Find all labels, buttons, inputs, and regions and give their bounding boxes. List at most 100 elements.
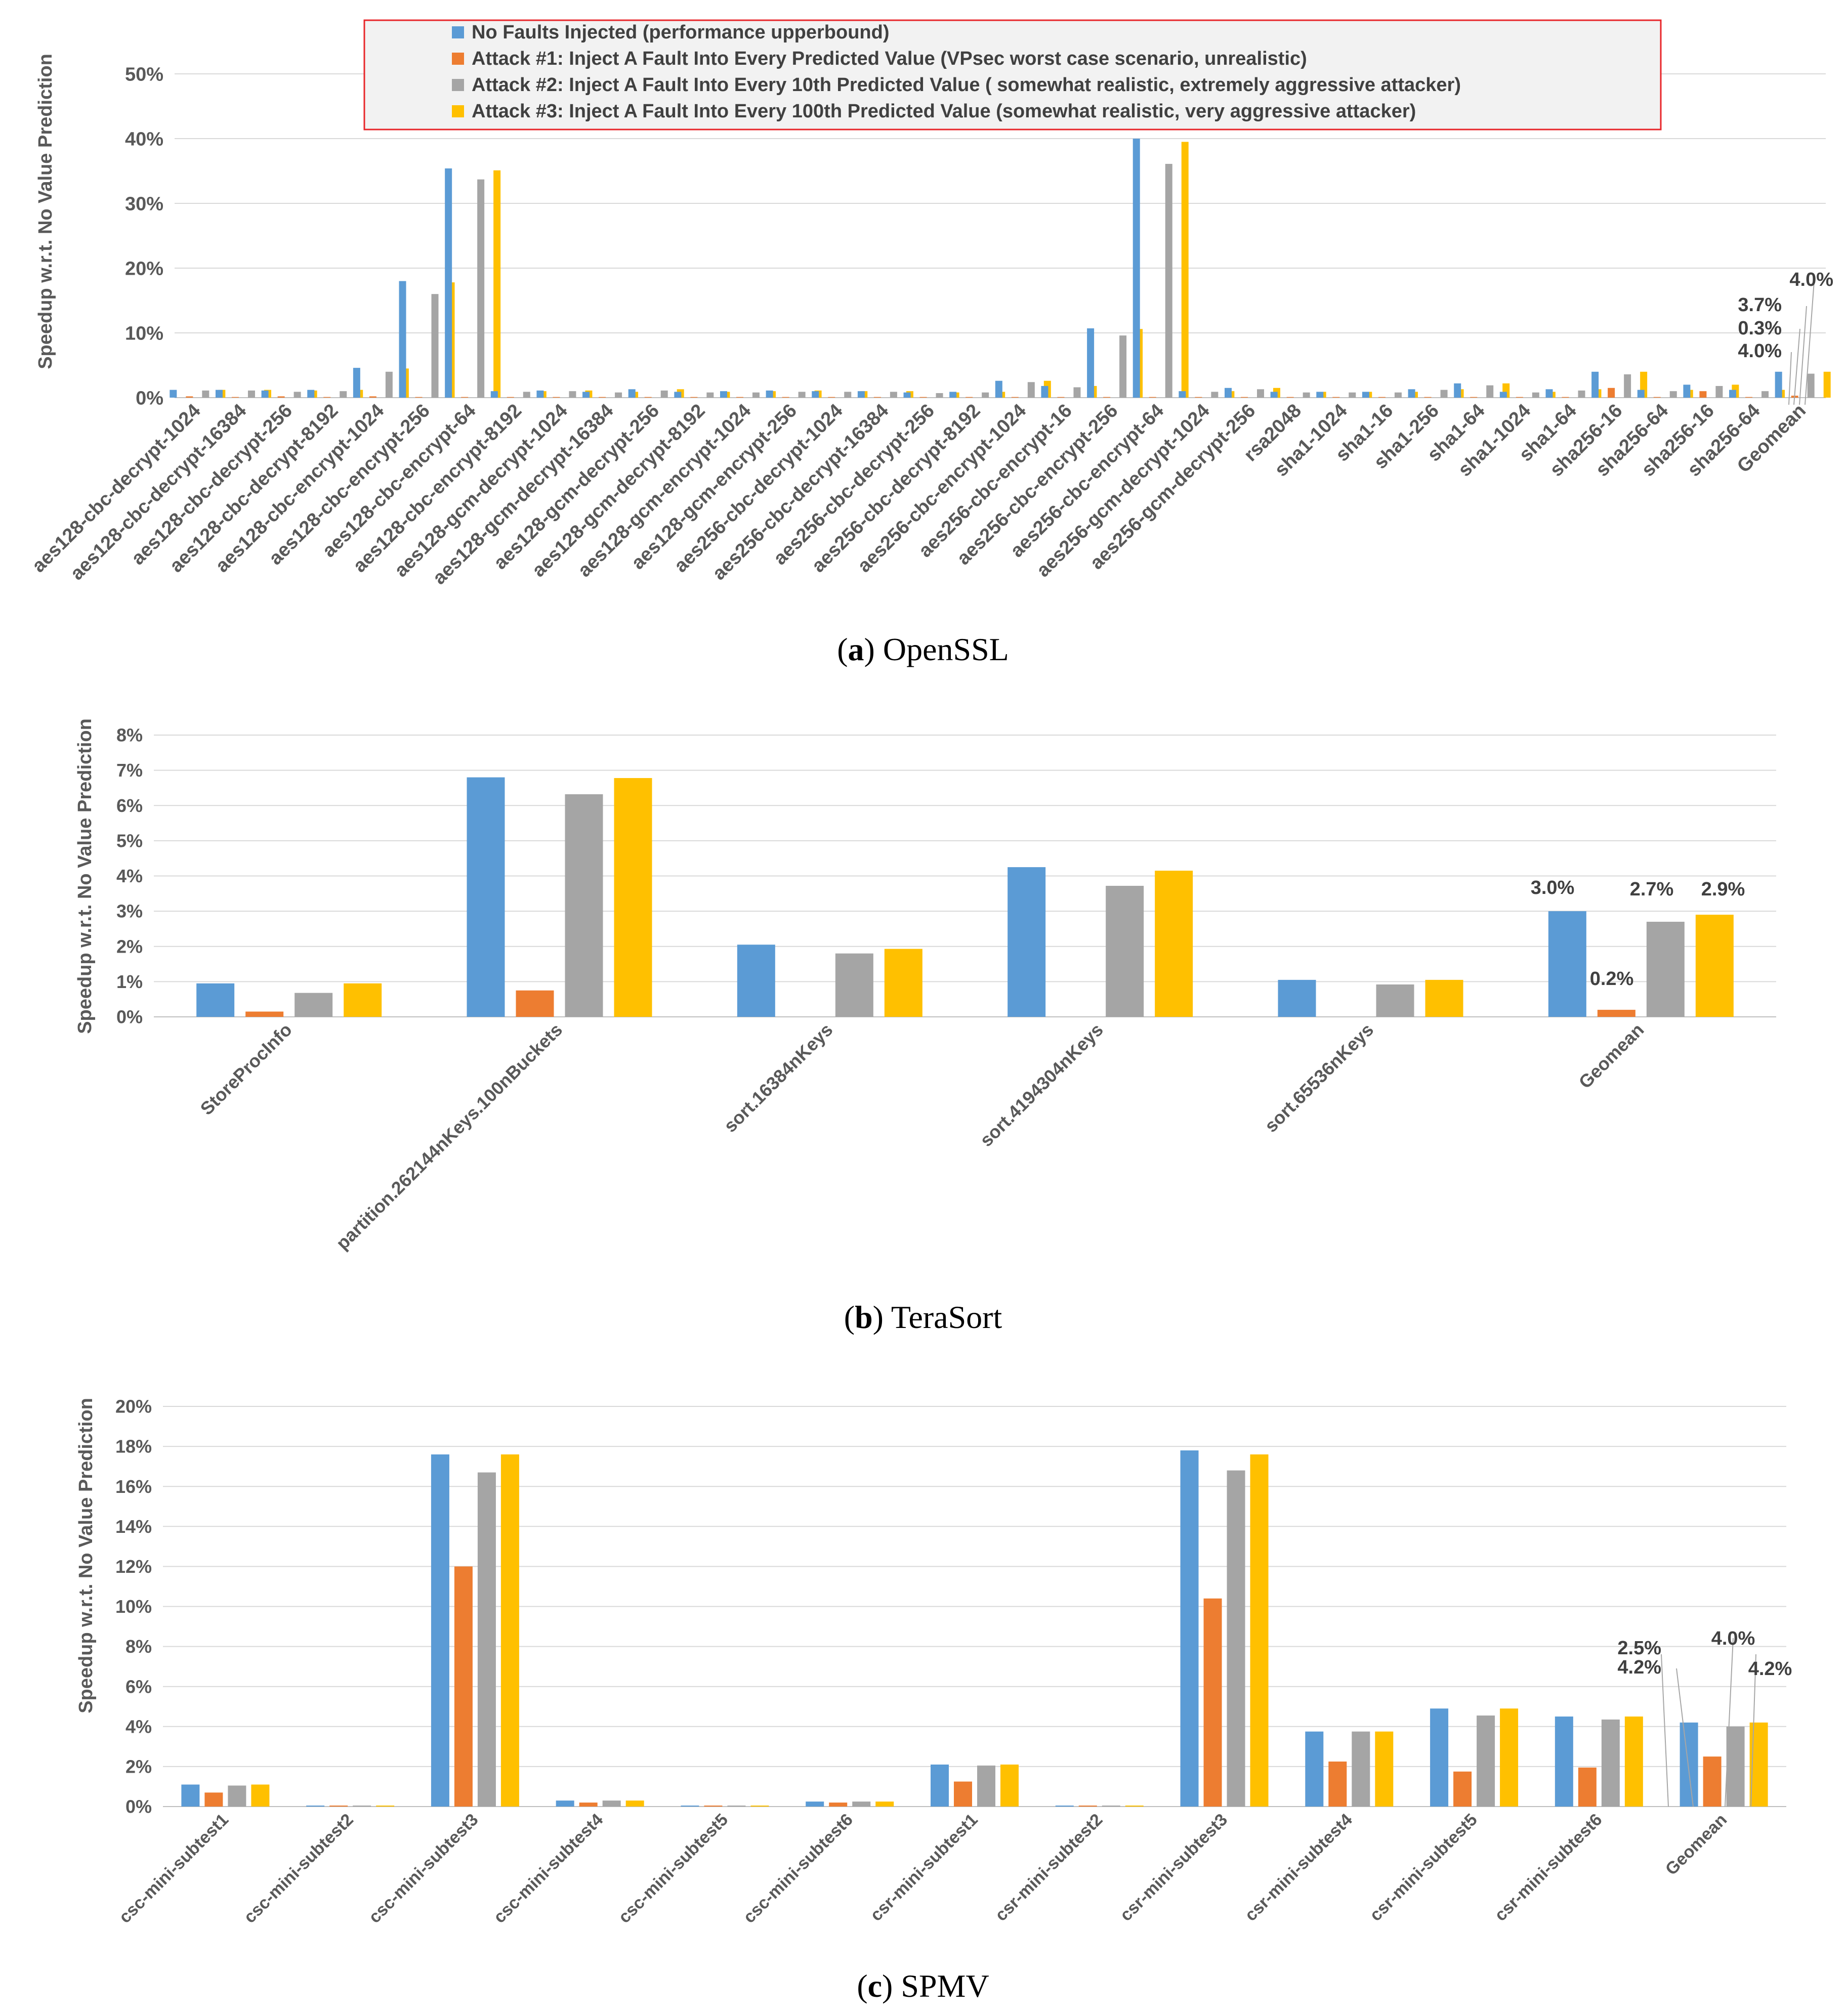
bar-s4-sort-16384nkeys [884, 949, 922, 1017]
bar-s1-aes128-cbc-decrypt-16384 [215, 390, 223, 398]
legend-entry-attack2: Attack #2: Inject A Fault Into Every 10t… [472, 74, 1461, 96]
bar-s2-aes256-cbc-encrypt-256 [1103, 397, 1111, 398]
bar-s1-aes256-cbc-decrypt-16384 [857, 391, 865, 398]
bar-s3-csr-mini-subtest4 [1352, 1731, 1370, 1807]
bar-s2-csr-mini-subtest1 [954, 1781, 972, 1807]
y-tick-label: 18% [115, 1436, 152, 1457]
bar-s1-geomean [1680, 1722, 1698, 1807]
bar-s1-aes128-cbc-encrypt-64 [445, 168, 452, 398]
y-tick-label: 12% [115, 1556, 152, 1577]
bar-s3-sha1-1024 [1532, 392, 1539, 398]
y-tick-label: 2% [125, 1756, 152, 1777]
y-tick-label: 0% [116, 1007, 143, 1027]
bar-s4-sort-4194304nkeys [1155, 871, 1193, 1017]
bar-s1-partition-262144nkeys-100nbuckets [467, 777, 505, 1017]
bar-s4-partition-262144nkeys-100nbuckets [614, 778, 652, 1017]
caption-openssl: (a) OpenSSL [837, 631, 1009, 667]
y-tick-label: 2% [116, 936, 143, 957]
bar-s3-csr-mini-subtest3 [1227, 1470, 1245, 1807]
bar-s1-sha1-256 [1408, 389, 1415, 398]
annotation-leader-line [1793, 328, 1800, 405]
bar-s4-csr-mini-subtest3 [1250, 1454, 1269, 1807]
bar-s2-sha256-64 [1745, 397, 1753, 398]
bar-s2-csc-mini-subtest3 [454, 1566, 473, 1807]
data-label-0-3: 0.3% [1738, 318, 1782, 339]
y-tick-label: 1% [116, 971, 143, 992]
y-tick-label: 20% [125, 258, 163, 279]
y-tick-label: 40% [125, 128, 163, 150]
bar-s2-csr-mini-subtest3 [1203, 1598, 1222, 1807]
bar-s3-aes128-cbc-decrypt-1024 [202, 390, 209, 398]
bar-s3-sha256-64 [1761, 391, 1769, 398]
data-label-2-9: 2.9% [1701, 879, 1745, 900]
bar-s1-csr-mini-subtest4 [1305, 1731, 1324, 1807]
bar-s3-csr-mini-subtest5 [1477, 1715, 1495, 1807]
bar-s3-geomean [1726, 1726, 1745, 1807]
caption-text-openssl: OpenSSL [883, 631, 1009, 667]
bar-s1-storeprocinfo [196, 983, 235, 1017]
caption-letter-c: c [868, 1968, 882, 2004]
bar-s4-csc-mini-subtest3 [500, 1454, 519, 1807]
bar-s1-sha1-64 [1454, 383, 1461, 398]
bar-s4-csr-mini-subtest2 [1125, 1806, 1144, 1807]
bar-s2-aes256-gcm-decrypt-256 [1241, 397, 1248, 398]
bar-s2-sha1-64 [1562, 397, 1569, 398]
legend-swatch-attack3 [452, 105, 464, 117]
bar-s3-aes128-gcm-encrypt-256 [798, 392, 806, 398]
bar-s2-partition-262144nkeys-100nbuckets [516, 990, 554, 1017]
bar-s4-aes128-cbc-encrypt-64 [493, 170, 501, 398]
bar-s3-aes256-cbc-encrypt-256 [1119, 335, 1127, 398]
bar-s4-csr-mini-subtest1 [1000, 1764, 1019, 1807]
y-tick-label: 7% [116, 760, 143, 781]
bar-s3-sha1-1024 [1349, 392, 1356, 398]
bar-s2-sha1-64 [1470, 397, 1478, 398]
caption-letter-b: b [855, 1299, 873, 1335]
bar-s1-aes128-cbc-decrypt-256 [261, 390, 269, 398]
bar-s1-csr-mini-subtest1 [931, 1764, 949, 1807]
bar-s2-aes256-cbc-decrypt-256 [919, 397, 927, 398]
bar-s1-aes256-cbc-decrypt-1024 [812, 391, 819, 398]
bar-s3-partition-262144nkeys-100nbuckets [565, 794, 603, 1017]
bar-s3-sort-4194304nkeys [1106, 885, 1144, 1017]
y-axis-label: Speedup w.r.t. No Value Prediction [35, 54, 56, 369]
y-tick-label: 0% [136, 388, 163, 409]
bar-s4-sort-65536nkeys [1425, 979, 1463, 1017]
y-tick-label: 0% [125, 1796, 152, 1817]
bar-s4-geomean [1695, 915, 1734, 1017]
bar-s3-geomean [1807, 373, 1815, 398]
bar-s3-csr-mini-subtest2 [1102, 1806, 1120, 1807]
bar-s2-csc-mini-subtest5 [704, 1806, 723, 1807]
bar-s1-aes128-gcm-decrypt-8192 [674, 392, 682, 398]
caption-terasort: (b) TeraSort [844, 1299, 1002, 1335]
bar-s4-csc-mini-subtest2 [376, 1806, 395, 1807]
bar-s2-sha256-16 [1699, 391, 1707, 398]
bar-s3-aes128-gcm-decrypt-1024 [569, 391, 576, 398]
bar-s2-aes256-cbc-encrypt-1024 [1011, 397, 1019, 398]
bar-s1-aes128-cbc-decrypt-8192 [307, 390, 315, 398]
annotation-leader-line [1725, 1638, 1734, 1807]
bar-s4-csr-mini-subtest6 [1624, 1717, 1643, 1807]
bar-s2-aes128-cbc-decrypt-256 [277, 396, 285, 398]
bar-s3-rsa2048 [1303, 392, 1310, 398]
data-label-4-0: 4.0% [1738, 340, 1782, 362]
data-label-2-7: 2.7% [1630, 879, 1674, 900]
bar-s3-aes256-cbc-decrypt-256 [936, 393, 943, 398]
bar-s3-csc-mini-subtest4 [602, 1800, 621, 1807]
bar-s2-aes128-cbc-decrypt-16384 [231, 397, 239, 398]
bar-s2-sha1-256 [1424, 397, 1432, 398]
annotation-leader-line [1661, 1654, 1669, 1807]
bar-s2-geomean [1703, 1756, 1722, 1807]
legend-entry-attack3: Attack #3: Inject A Fault Into Every 100… [472, 101, 1416, 122]
bar-s2-aes128-cbc-encrypt-64 [461, 397, 469, 398]
bar-s2-aes128-gcm-decrypt-16384 [599, 397, 606, 398]
bar-s1-aes256-cbc-encrypt-64 [1132, 139, 1140, 398]
bar-s3-aes128-cbc-decrypt-256 [293, 392, 301, 398]
caption-text-terasort: TeraSort [891, 1299, 1002, 1335]
bar-s1-aes128-cbc-encrypt-256 [399, 281, 406, 398]
bar-s3-csc-mini-subtest1 [228, 1785, 246, 1807]
bar-s2-aes128-cbc-decrypt-1024 [186, 396, 193, 398]
bar-s3-aes256-gcm-decrypt-1024 [1211, 392, 1219, 398]
bar-s1-csc-mini-subtest2 [306, 1806, 325, 1807]
bar-s3-aes128-gcm-decrypt-256 [660, 390, 668, 398]
bar-s1-aes128-cbc-decrypt-1024 [170, 390, 177, 398]
